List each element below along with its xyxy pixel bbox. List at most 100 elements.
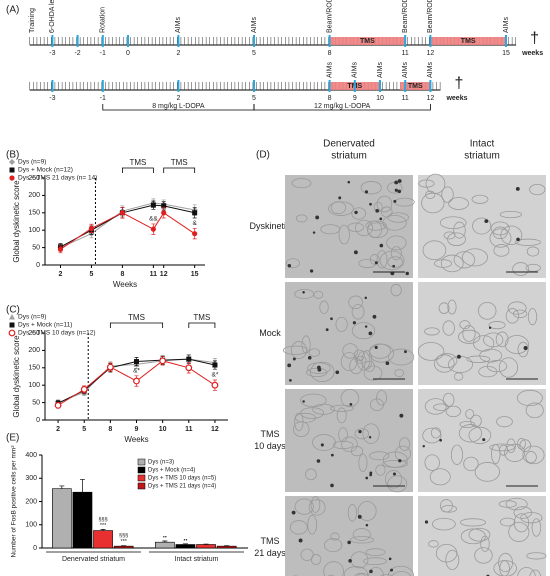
cell-nucleus <box>357 514 362 519</box>
tissue-texture <box>289 520 308 535</box>
x-tick-label: 11 <box>185 426 193 433</box>
cell-nucleus <box>369 473 373 477</box>
legend-marker <box>9 159 15 165</box>
legend-label: Dys (n=9) <box>18 159 46 166</box>
tissue-texture <box>353 349 365 362</box>
tms-bracket-label: TMS <box>193 313 210 322</box>
tissue-texture <box>324 538 343 553</box>
tissue-texture <box>470 414 482 428</box>
tms-label: TMS <box>360 38 375 45</box>
tissue-texture <box>435 543 458 563</box>
x-tick-label: Intact striatum <box>175 556 219 563</box>
series-line <box>60 212 195 250</box>
event-label: AIMs <box>402 62 409 78</box>
y-tick-label: 200 <box>25 498 37 505</box>
tissue-texture <box>499 210 522 219</box>
cell-nucleus <box>364 296 368 300</box>
legend-marker <box>9 322 15 328</box>
event-label: AIMs <box>377 62 384 78</box>
cell-nucleus <box>397 179 402 183</box>
cell-nucleus <box>309 269 314 273</box>
tissue-texture <box>514 238 541 246</box>
legend-marker <box>9 167 15 173</box>
end-mark: † <box>454 75 463 92</box>
cell-nucleus <box>315 215 320 220</box>
y-tick-label: 50 <box>32 244 40 251</box>
series-line <box>60 204 195 248</box>
bar <box>196 544 216 549</box>
tissue-texture <box>460 518 487 527</box>
tissue-texture <box>376 250 388 269</box>
tissue-texture <box>327 574 335 576</box>
tissue-texture <box>433 354 455 373</box>
tissue-texture <box>453 221 466 239</box>
cell-nucleus <box>365 523 369 527</box>
tissue-texture <box>459 420 476 428</box>
legend-swatch <box>137 482 146 490</box>
week-label: 9 <box>353 95 357 102</box>
x-tick-label: 2 <box>59 271 63 278</box>
tms-bracket-label: TMS <box>171 158 188 167</box>
tissue-texture <box>369 451 390 461</box>
cell-nucleus <box>302 400 305 403</box>
tms-label: TMS <box>461 38 476 45</box>
cell-nucleus <box>287 363 292 368</box>
cell-nucleus <box>312 231 316 234</box>
tissue-texture <box>512 309 528 319</box>
weeks-unit: weeks <box>521 50 543 57</box>
cell-nucleus <box>292 357 296 361</box>
x-tick-label: 8 <box>108 426 112 433</box>
tissue-texture <box>517 567 536 576</box>
tms-bracket <box>163 167 196 173</box>
tissue-texture <box>362 423 380 444</box>
cell-nucleus <box>385 361 390 366</box>
y-tick-label: 0 <box>36 417 40 424</box>
tissue-texture <box>440 254 464 273</box>
event-label: AIMs <box>352 62 359 78</box>
tissue-texture <box>489 443 515 452</box>
tissue-texture <box>428 540 439 548</box>
tissue-texture <box>341 436 358 453</box>
tissue-texture <box>507 301 527 315</box>
cell-nucleus <box>523 346 528 350</box>
cell-nucleus <box>349 402 353 406</box>
tissue-texture <box>505 308 520 324</box>
legend-label: Dys + TMS 21 days (n= 14) <box>18 175 97 182</box>
week-label: -1 <box>100 50 106 57</box>
tissue-texture <box>453 251 476 269</box>
cell-nucleus <box>488 326 492 329</box>
tissue-texture <box>376 195 393 213</box>
significance: §§§ <box>119 533 128 539</box>
legend-label: Dys (n=3) <box>148 460 174 466</box>
week-label: 10 <box>376 95 384 102</box>
cell-nucleus <box>422 444 425 448</box>
y-tick-label: 250 <box>28 175 40 182</box>
cell-nucleus <box>364 190 369 194</box>
marker <box>159 357 167 365</box>
y-axis-label: Global dyskinetic score <box>12 335 21 418</box>
cell-nucleus <box>347 180 351 184</box>
cell-nucleus <box>388 557 392 561</box>
tissue-texture <box>458 329 481 344</box>
cell-nucleus <box>397 189 402 194</box>
week-label: 8 <box>328 95 332 102</box>
tissue-texture <box>474 547 493 564</box>
tissue-texture <box>348 295 363 310</box>
y-tick-label: 0 <box>33 545 37 552</box>
marker <box>211 381 219 389</box>
legend-marker <box>9 314 15 320</box>
tissue-texture <box>354 355 367 364</box>
tissue-texture <box>394 369 405 378</box>
cell-nucleus <box>365 476 369 480</box>
x-tick-label: 11 <box>150 271 158 278</box>
micrograph <box>285 282 413 385</box>
cell-nucleus <box>375 209 379 213</box>
tissue-texture <box>365 548 386 557</box>
legend-label: Dys + Mock (n=4) <box>148 468 195 474</box>
dose-bracket <box>253 104 431 111</box>
x-tick-label: 5 <box>89 271 93 278</box>
cell-nucleus <box>320 443 324 447</box>
column-header: Intact <box>470 139 495 150</box>
tissue-texture <box>357 501 377 521</box>
annotation: &* <box>133 368 140 375</box>
